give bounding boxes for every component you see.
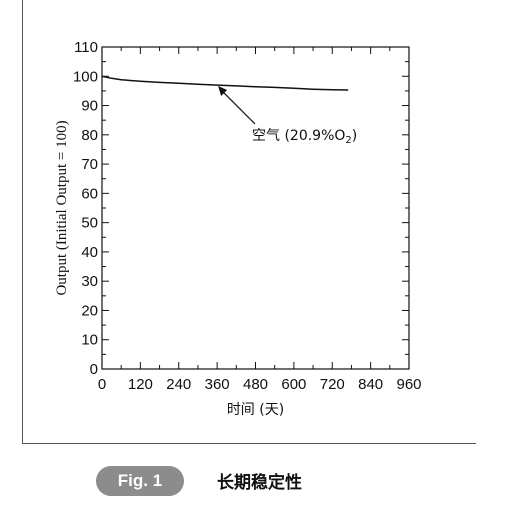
annotation-arrow-line [219,88,256,125]
figure-frame [22,0,476,444]
y-tick-label: 100 [73,68,98,85]
x-tick-label: 480 [243,376,268,393]
y-tick-label: 90 [81,98,98,115]
x-tick-label: 600 [281,376,306,393]
y-tick-label: 110 [74,39,98,56]
y-tick-label: 50 [81,215,98,232]
x-tick-label: 960 [396,376,421,393]
y-axis-title: Output (Initial Output = 100) [54,120,70,295]
x-tick-label: 240 [166,376,191,393]
y-tick-label: 10 [81,332,98,349]
figure-badge: Fig. 1 [96,466,184,496]
y-tick-label: 40 [81,244,98,261]
x-tick-label: 360 [205,376,230,393]
figure-caption: 长期稳定性 [217,473,302,493]
y-tick-label: 30 [81,273,98,290]
annotation-arrowhead [218,86,228,97]
x-axis-title: 时间 (天) [227,402,284,418]
x-tick-label: 120 [128,376,153,393]
y-tick-label: 0 [90,361,98,378]
y-tick-label: 20 [81,302,98,319]
x-tick-label: 0 [98,376,106,393]
y-tick-label: 70 [81,156,98,173]
series-line [101,75,349,91]
y-tick-label: 80 [81,127,98,144]
x-tick-label: 720 [320,376,345,393]
x-tick-label: 840 [358,376,383,393]
annotation-label: 空气 (20.9%O2) [252,128,357,146]
plot-frame [101,46,410,370]
y-tick-label: 60 [81,185,98,202]
